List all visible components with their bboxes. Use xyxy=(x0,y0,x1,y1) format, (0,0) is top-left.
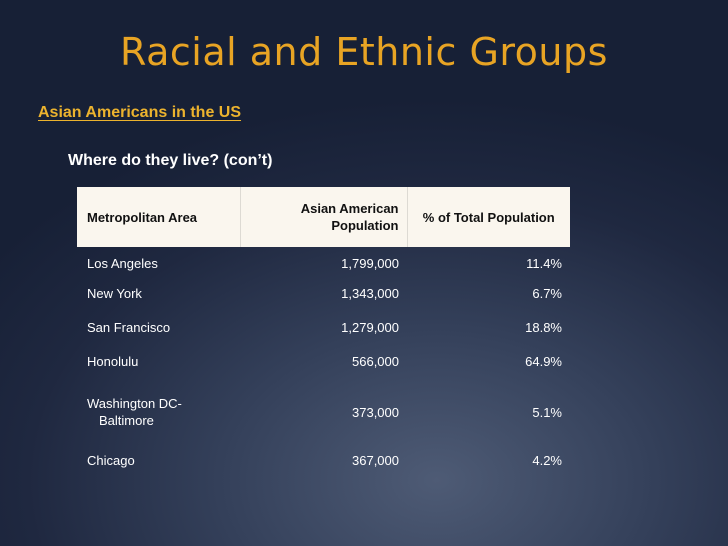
cell-percent: 11.4% xyxy=(526,256,562,271)
slide-title: Racial and Ethnic Groups xyxy=(120,30,608,74)
cell-area: San Francisco xyxy=(87,319,171,335)
table-row: Los Angeles 1,799,000 11.4% xyxy=(77,247,570,280)
cell-population: 367,000 xyxy=(352,452,399,468)
cell-percent: 4.2% xyxy=(532,452,562,468)
cell-population: 566,000 xyxy=(352,354,399,369)
cell-population: 1,279,000 xyxy=(341,319,399,335)
table-row: Chicago 367,000 4.2% xyxy=(77,449,570,471)
table-row: Washington DC- Baltimore 373,000 5.1% xyxy=(77,375,570,449)
bullet-text: Where do they live? (con’t) xyxy=(68,152,273,169)
table-row: Honolulu 566,000 64.9% xyxy=(77,348,570,375)
cell-area: New York xyxy=(87,285,142,301)
cell-area: Washington DC- Baltimore xyxy=(77,375,240,449)
table-row: New York 1,343,000 6.7% xyxy=(77,280,570,306)
table-header-row: Metropolitan Area Asian American Populat… xyxy=(77,187,570,247)
cell-area-line2: Baltimore xyxy=(99,413,154,428)
table-row: San Francisco 1,279,000 18.8% xyxy=(77,306,570,348)
header-metropolitan-area: Metropolitan Area xyxy=(87,209,198,225)
slide-subtitle: Asian Americans in the US xyxy=(38,104,242,121)
cell-area: Los Angeles xyxy=(87,256,158,271)
cell-area: Honolulu xyxy=(87,354,139,369)
cell-population: 1,799,000 xyxy=(341,256,399,271)
header-asian-american-population: Asian American Population xyxy=(239,187,407,247)
cell-percent: 5.1% xyxy=(532,404,562,420)
cell-area: Chicago xyxy=(87,452,135,468)
cell-area-line1: Washington DC- xyxy=(87,396,182,411)
cell-percent: 6.7% xyxy=(532,285,562,301)
cell-population: 373,000 xyxy=(352,404,399,420)
header-percent-total-population: % of Total Population xyxy=(406,187,570,247)
cell-population: 1,343,000 xyxy=(341,285,399,301)
cell-percent: 18.8% xyxy=(525,319,562,335)
cell-percent: 64.9% xyxy=(525,354,562,369)
metro-population-table: Metropolitan Area Asian American Populat… xyxy=(77,187,570,471)
